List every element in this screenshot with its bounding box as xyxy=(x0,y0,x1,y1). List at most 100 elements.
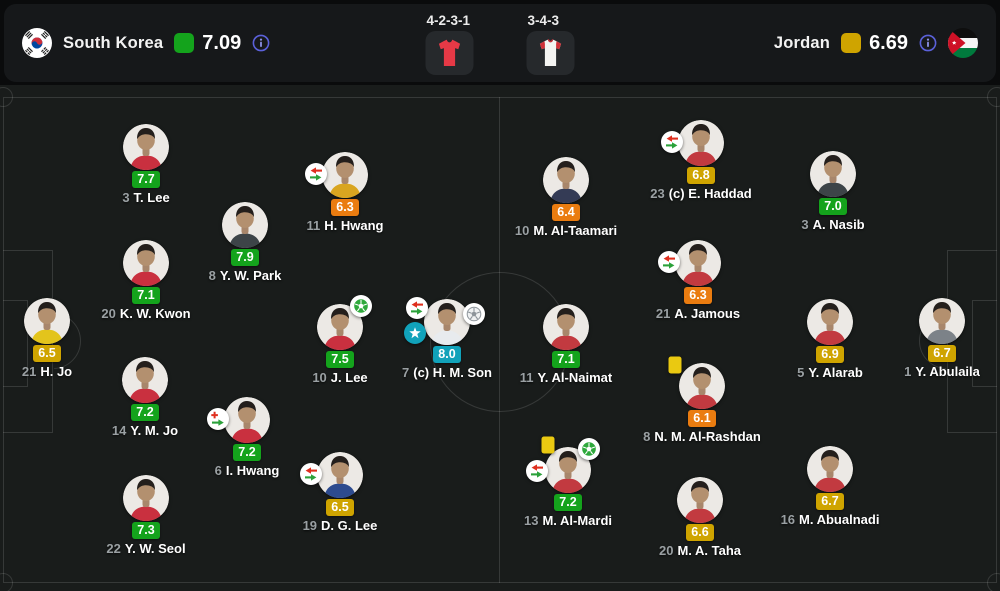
player-home-21[interactable]: 6.5 21 H. Jo xyxy=(0,298,127,379)
player-name-label: 13 M. Al-Mardi xyxy=(488,513,648,528)
player-away-13[interactable]: 7.2 13 M. Al-Mardi xyxy=(488,436,648,528)
player-name: D. G. Lee xyxy=(321,518,378,533)
player-name-label: 11 Y. Al-Naimat xyxy=(486,370,646,385)
home-team-rating: 7.09 xyxy=(202,31,242,54)
player-number: 10 xyxy=(514,223,530,238)
player-photo xyxy=(317,304,363,350)
player-away-1[interactable]: 6.7 1 Y. Abulaila xyxy=(862,298,1000,379)
player-rating-badge: 6.3 xyxy=(684,287,712,304)
player-photo xyxy=(224,397,270,443)
player-number: 13 xyxy=(523,513,539,528)
player-photo-wrap xyxy=(810,151,856,197)
player-photo xyxy=(424,299,470,345)
player-photo-wrap xyxy=(300,452,363,498)
player-away-8[interactable]: 6.1 8 N. M. Al-Rashdan xyxy=(622,356,782,444)
player-photo xyxy=(123,475,169,521)
player-name-label: 1 Y. Abulaila xyxy=(862,364,1000,379)
away-team-rating: 6.69 xyxy=(869,31,908,54)
player-photo-wrap xyxy=(123,240,169,286)
player-photo-wrap xyxy=(222,202,268,248)
player-photo-wrap xyxy=(543,157,589,203)
player-photo xyxy=(543,304,589,350)
player-home-20[interactable]: 7.1 20 K. W. Kwon xyxy=(66,240,226,321)
player-name-label: 11 H. Hwang xyxy=(265,218,425,233)
sub-off-icon xyxy=(305,163,327,185)
player-away-16[interactable]: 6.7 16 M. Abualnadi xyxy=(750,446,910,527)
player-rating-badge: 7.3 xyxy=(132,522,160,539)
sub-off-icon xyxy=(661,131,683,153)
formations-block: 4-2-3-1 3-4-3 xyxy=(425,13,575,75)
player-number: 16 xyxy=(780,512,796,527)
player-photo-wrap xyxy=(305,152,368,198)
player-photo-wrap xyxy=(24,298,70,344)
player-name-label: 19 D. G. Lee xyxy=(260,518,420,533)
six-yard-box-right xyxy=(972,300,997,387)
player-photo xyxy=(807,299,853,345)
player-home-14[interactable]: 7.2 14 Y. M. Jo xyxy=(65,357,225,438)
yellow-card-icon xyxy=(664,354,686,376)
player-photo xyxy=(675,240,721,286)
player-name-label: 5 Y. Alarab xyxy=(750,365,910,380)
player-away-20[interactable]: 6.6 20 M. A. Taha xyxy=(620,477,780,558)
player-name-label: 6 I. Hwang xyxy=(167,463,327,478)
player-name: I. Hwang xyxy=(225,463,280,478)
player-home-3[interactable]: 7.7 3 T. Lee xyxy=(66,124,226,205)
player-name: H. Jo xyxy=(40,364,73,379)
home-rating-info-icon[interactable] xyxy=(252,34,270,52)
player-away-23[interactable]: 6.8 23 (c) E. Haddad xyxy=(621,120,781,201)
player-photo xyxy=(123,124,169,170)
pitch: 7.7 3 T. Lee 6.3 11 H. Hwang xyxy=(0,85,1000,591)
player-rating-badge: 6.5 xyxy=(33,345,61,362)
player-photo xyxy=(24,298,70,344)
home-team-header: South Korea 7.09 xyxy=(22,28,270,58)
player-away-21[interactable]: 6.3 21 A. Jamous xyxy=(618,240,778,321)
player-photo xyxy=(543,157,589,203)
player-name: Y. Alarab xyxy=(808,365,863,380)
player-away-10[interactable]: 6.4 10 M. Al-Taamari xyxy=(486,157,646,238)
player-name: N. M. Al-Rashdan xyxy=(654,429,761,444)
player-number: 1 xyxy=(904,364,912,379)
goal-icon xyxy=(463,303,485,325)
player-name-label: 8 N. M. Al-Rashdan xyxy=(622,429,782,444)
potm-star-icon xyxy=(404,322,426,344)
player-away-11[interactable]: 7.1 11 Y. Al-Naimat xyxy=(486,304,646,385)
player-number: 11 xyxy=(519,370,534,385)
player-home-8[interactable]: 7.9 8 Y. W. Park xyxy=(165,202,325,283)
away-team-header: Jordan 6.69 xyxy=(774,28,978,58)
player-home-22[interactable]: 7.3 22 Y. W. Seol xyxy=(66,475,226,556)
player-number: 11 xyxy=(306,218,321,233)
corner-arc xyxy=(0,573,13,591)
player-name: Y. M. Jo xyxy=(130,423,179,438)
home-formation-stack: 4-2-3-1 xyxy=(425,13,474,75)
player-rating-badge: 7.1 xyxy=(552,351,580,368)
player-photo xyxy=(810,151,856,197)
player-name-label: 3 T. Lee xyxy=(66,190,226,205)
player-home-11[interactable]: 6.3 11 H. Hwang xyxy=(265,152,425,233)
player-name-label: 3 A. Nasib xyxy=(753,217,913,232)
player-photo-wrap xyxy=(404,297,485,345)
player-home-19[interactable]: 6.5 19 D. G. Lee xyxy=(260,452,420,533)
player-name-label: 8 Y. W. Park xyxy=(165,268,325,283)
player-number: 5 xyxy=(797,365,805,380)
yellow-card-icon xyxy=(537,434,559,456)
player-name: M. Al-Mardi xyxy=(542,513,613,528)
player-name: M. A. Taha xyxy=(677,543,742,558)
player-photo-wrap xyxy=(807,299,853,345)
sub-on-icon xyxy=(207,408,229,430)
player-rating-badge: 6.9 xyxy=(816,346,844,363)
player-away-3[interactable]: 7.0 3 A. Nasib xyxy=(753,151,913,232)
sub-off-icon xyxy=(300,463,322,485)
player-away-5[interactable]: 6.9 5 Y. Alarab xyxy=(750,299,910,380)
player-rating-badge: 6.4 xyxy=(552,204,580,221)
player-home-6[interactable]: 7.2 6 I. Hwang xyxy=(167,397,327,478)
player-photo xyxy=(222,202,268,248)
player-photo-wrap xyxy=(668,356,725,409)
player-home-10[interactable]: 7.5 10 J. Lee xyxy=(260,295,420,385)
player-photo xyxy=(317,452,363,498)
away-rating-color-square xyxy=(841,33,862,53)
player-name: Y. Abulaila xyxy=(915,364,980,379)
player-home-7[interactable]: 8.0 7 (c) H. M. Son xyxy=(367,297,527,380)
away-rating-info-icon[interactable] xyxy=(919,34,937,52)
player-rating-badge: 7.2 xyxy=(554,494,582,511)
